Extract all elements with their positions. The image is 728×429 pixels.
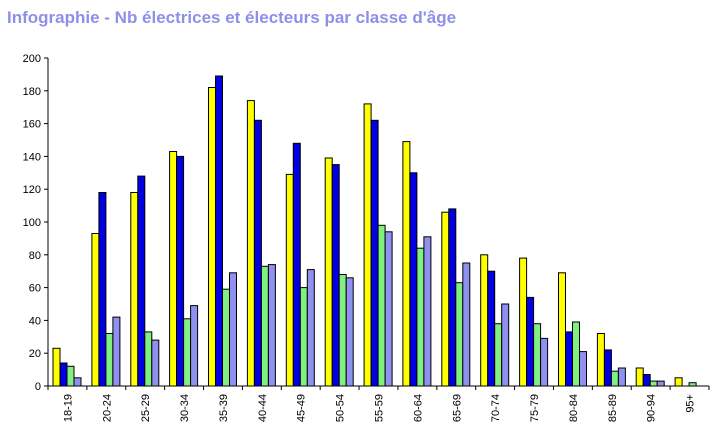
chart-title: Infographie - Nb électrices et électeurs… bbox=[7, 8, 457, 27]
x-tick-label: 85-89 bbox=[607, 394, 619, 422]
bar bbox=[183, 318, 192, 387]
y-tick-label: 200 bbox=[23, 53, 41, 65]
y-tick-label: 160 bbox=[23, 119, 41, 131]
x-tick-label: 95+ bbox=[685, 394, 697, 413]
x-tick-label: 35-39 bbox=[218, 394, 230, 422]
bar bbox=[501, 303, 510, 387]
bar bbox=[306, 269, 315, 387]
y-tick-label: 100 bbox=[23, 217, 41, 229]
bar bbox=[540, 337, 549, 387]
bar bbox=[331, 164, 340, 387]
x-tick-label: 90-94 bbox=[646, 394, 658, 422]
bar bbox=[285, 173, 294, 387]
bar bbox=[674, 377, 683, 387]
bar bbox=[558, 272, 566, 387]
bar bbox=[363, 103, 372, 387]
bar bbox=[656, 380, 665, 387]
y-tick-label: 20 bbox=[29, 348, 41, 360]
bar bbox=[635, 367, 644, 387]
bar bbox=[402, 141, 411, 387]
bar bbox=[229, 272, 237, 387]
bar bbox=[596, 333, 605, 387]
bar bbox=[299, 287, 308, 387]
bar bbox=[572, 321, 580, 387]
bar bbox=[519, 257, 528, 387]
bar bbox=[565, 331, 573, 387]
bar bbox=[169, 151, 178, 387]
bar bbox=[59, 362, 68, 387]
bar bbox=[137, 175, 146, 387]
bar bbox=[377, 224, 386, 387]
x-tick-label: 80-84 bbox=[568, 394, 580, 422]
bar bbox=[487, 270, 496, 387]
bar bbox=[448, 208, 457, 387]
bar bbox=[533, 323, 542, 387]
bar bbox=[345, 277, 354, 387]
x-tick-label: 70-74 bbox=[490, 394, 502, 422]
bar bbox=[246, 100, 255, 387]
bar bbox=[603, 349, 612, 387]
x-tick-label: 50-54 bbox=[335, 394, 347, 422]
bar bbox=[98, 192, 107, 387]
bar bbox=[222, 288, 230, 387]
bar bbox=[455, 282, 464, 387]
y-tick-label: 180 bbox=[23, 86, 41, 98]
x-tick-label: 25-29 bbox=[140, 394, 152, 422]
bar bbox=[617, 367, 626, 387]
y-tick-label: 120 bbox=[23, 184, 41, 196]
x-tick-label: 30-34 bbox=[179, 394, 191, 422]
x-tick-label: 20-24 bbox=[101, 394, 113, 422]
bar bbox=[91, 233, 100, 387]
y-tick-label: 80 bbox=[29, 250, 41, 262]
bar bbox=[130, 192, 139, 387]
bar bbox=[215, 75, 223, 387]
bar bbox=[267, 264, 276, 387]
x-tick-label: 75-79 bbox=[529, 394, 541, 422]
bar bbox=[144, 331, 153, 387]
bar bbox=[190, 305, 199, 387]
x-tick-label: 18-19 bbox=[62, 394, 74, 422]
bar bbox=[338, 274, 347, 387]
bar bbox=[526, 296, 535, 387]
bar bbox=[370, 119, 379, 387]
bar bbox=[423, 236, 432, 387]
axes-layer: 0 20 40 60 80 100 120 140 160 180 200 18-19 20-24 25-… bbox=[23, 53, 710, 422]
x-tick-label: 65-69 bbox=[451, 394, 463, 422]
bar bbox=[208, 87, 216, 387]
y-tick-label: 140 bbox=[23, 151, 41, 163]
bar bbox=[384, 231, 393, 387]
y-tick-label: 0 bbox=[35, 381, 41, 393]
y-tick-label: 60 bbox=[29, 283, 41, 295]
bar bbox=[151, 339, 160, 387]
bar bbox=[253, 119, 262, 387]
bar bbox=[441, 211, 450, 387]
bar bbox=[480, 254, 489, 387]
x-tick-label: 60-64 bbox=[412, 394, 424, 422]
bar bbox=[494, 323, 503, 387]
y-tick-label: 40 bbox=[29, 315, 41, 327]
bar bbox=[112, 316, 121, 387]
x-tick-label: 45-49 bbox=[296, 394, 308, 422]
bar bbox=[416, 247, 425, 387]
bar bbox=[260, 265, 269, 387]
bar bbox=[324, 157, 333, 387]
bar bbox=[610, 370, 619, 387]
bar bbox=[409, 172, 418, 387]
bar bbox=[462, 262, 471, 387]
bar bbox=[73, 377, 82, 387]
bar bbox=[66, 365, 75, 387]
bars-layer bbox=[52, 75, 697, 387]
x-tick-label: 55-59 bbox=[374, 394, 386, 422]
bar bbox=[649, 380, 658, 387]
bar bbox=[176, 155, 185, 387]
bar bbox=[642, 374, 651, 387]
bar bbox=[292, 142, 301, 387]
bar bbox=[105, 333, 114, 387]
bar bbox=[579, 351, 587, 387]
x-tick-label: 40-44 bbox=[257, 394, 269, 422]
bar bbox=[52, 347, 61, 387]
